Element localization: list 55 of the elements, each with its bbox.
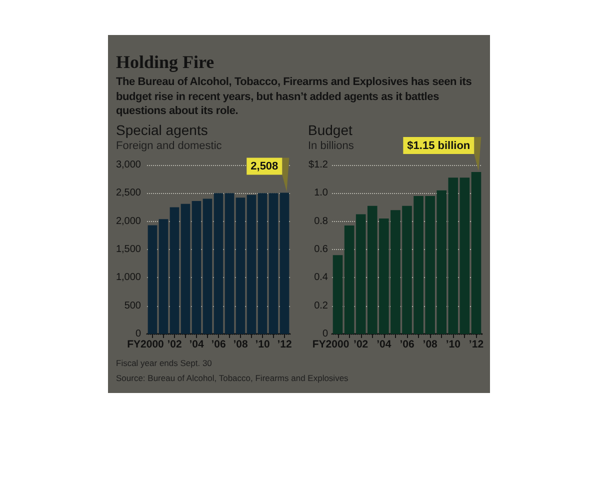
bar (158, 219, 168, 334)
y-tick-label: 500 (124, 300, 142, 312)
x-tick-label: ’02 (167, 338, 182, 350)
x-tick-label: ’02 (354, 338, 368, 350)
bar (448, 178, 458, 334)
y-tick-label: 1.0 (314, 188, 328, 199)
bar (180, 204, 190, 334)
bar (214, 193, 224, 334)
y-tick-label: 2,000 (116, 216, 142, 227)
y-tick-label: 0 (322, 328, 328, 340)
source-note: Source: Bureau of Alcohol, Tobacco, Firearms and Explosives (116, 373, 348, 383)
y-tick-label: 0.8 (314, 216, 328, 227)
annotation: $1.15 billion (407, 140, 470, 152)
bar (192, 201, 202, 334)
chart-subtitle: Foreign and domestic (116, 140, 222, 152)
x-tick-label: ’08 (233, 338, 248, 350)
annotation: 2,508 (250, 160, 278, 173)
x-tick-label: FY2000 (312, 338, 350, 350)
x-tick-label: ’04 (376, 338, 392, 350)
x-tick-label: ’12 (468, 338, 484, 350)
chart-title: Special agents (116, 122, 208, 139)
text: Holding Fire (116, 51, 214, 73)
y-tick-label: 1,500 (116, 244, 142, 255)
y-tick-label: 0.6 (314, 244, 328, 255)
bar (170, 207, 180, 334)
bar (332, 255, 343, 334)
text: The Bureau of Alcohol, Tobacco, Firearms and Explosives has seen its budget rise in recent years, but hasn’t added agents as it battles questions about its role. (116, 75, 473, 118)
x-tick-label: ’06 (400, 338, 414, 350)
y-tick-label: 0 (135, 328, 142, 340)
chart-title: Budget (308, 122, 352, 139)
bar (268, 193, 278, 334)
x-tick-label: ’06 (211, 338, 226, 350)
text: Fiscal year ends Sept. 30 (116, 358, 212, 368)
bar (202, 198, 212, 334)
bar (258, 193, 268, 334)
x-tick-label: ’12 (277, 338, 292, 350)
bar (224, 193, 234, 334)
bar (236, 198, 246, 334)
y-tick-label: 1,000 (116, 272, 142, 284)
y-tick-label: 3,000 (116, 160, 142, 170)
y-tick-label: 0.2 (314, 300, 328, 312)
y-tick-label: 0.4 (314, 272, 328, 284)
x-tick-label: ’10 (446, 338, 461, 350)
x-tick-label: FY2000 (127, 338, 164, 350)
bar (471, 172, 482, 334)
y-tick-label: 2,500 (116, 188, 142, 199)
x-tick-label: ’10 (255, 338, 270, 350)
bar (460, 178, 470, 334)
x-tick-label: ’08 (422, 338, 438, 350)
chart-subtitle: In billions (308, 140, 354, 152)
bar (344, 226, 354, 334)
x-tick-label: ’04 (189, 338, 204, 350)
bar (148, 225, 158, 334)
y-tick-label: $1.2 (308, 160, 328, 170)
bar (246, 194, 256, 334)
